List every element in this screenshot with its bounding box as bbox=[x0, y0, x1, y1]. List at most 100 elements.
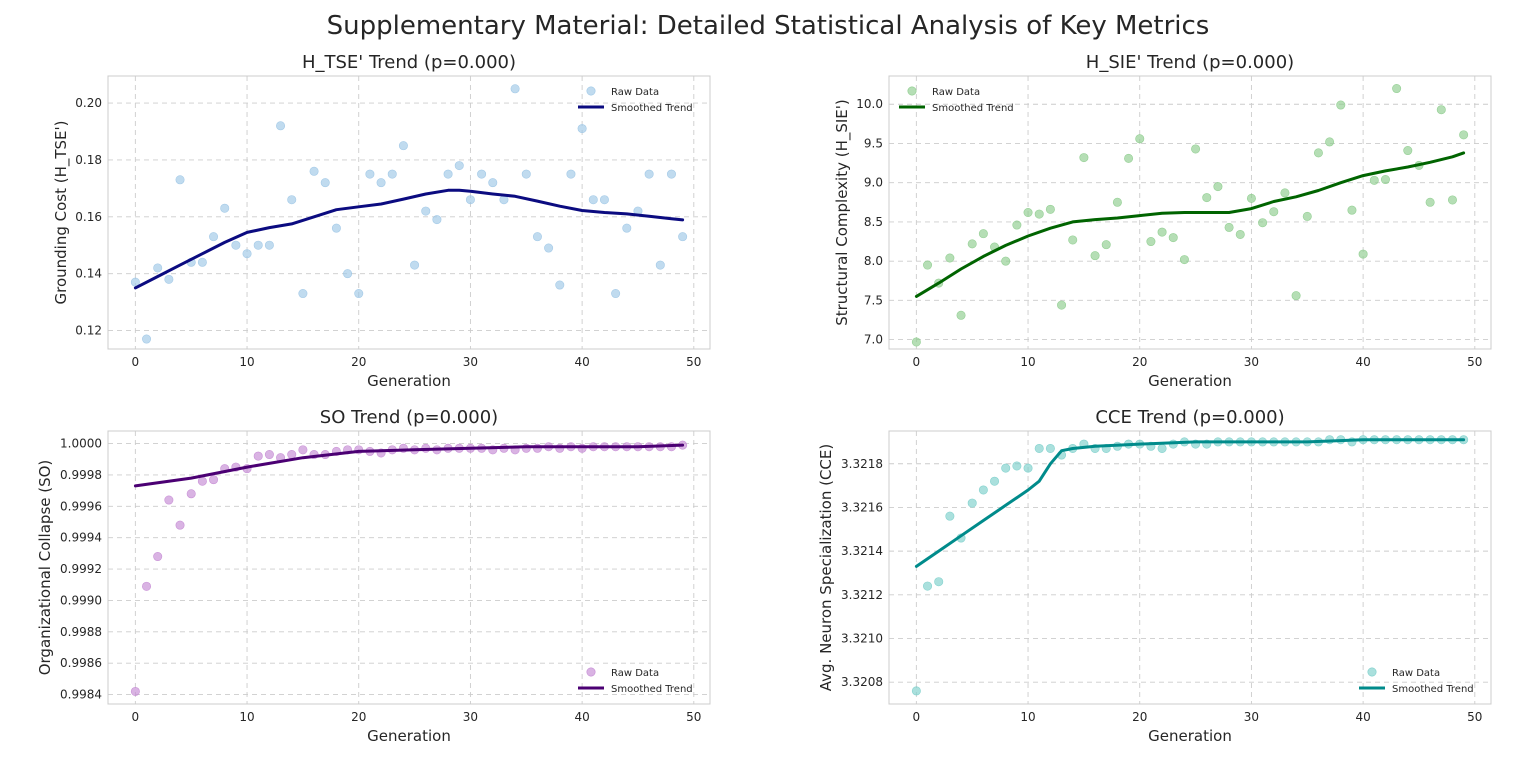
plot-frame bbox=[888, 430, 1492, 705]
legend-marker-raw bbox=[907, 86, 917, 96]
raw-data-point bbox=[510, 84, 520, 94]
raw-data-point bbox=[1459, 130, 1469, 140]
legend-label-trend: Smoothed Trend bbox=[932, 103, 1014, 114]
smoothed-trend-line bbox=[133, 443, 685, 488]
raw-data-point bbox=[287, 450, 297, 460]
y-tick-label: 0.9988 bbox=[60, 625, 102, 639]
raw-data-point bbox=[164, 274, 174, 284]
subplot-h-tse: 0 10 20 30 40 50 0.12 0.14 0.16 0.18 0.20 H_TSE' Tr… bbox=[52, 52, 711, 390]
raw-data-point bbox=[1202, 193, 1212, 203]
legend-label-raw: Raw Data bbox=[611, 87, 659, 98]
raw-data-point bbox=[365, 169, 375, 179]
raw-data-point bbox=[678, 232, 688, 242]
raw-data-point bbox=[477, 169, 487, 179]
raw-data-point bbox=[666, 169, 676, 179]
y-tick-label: 3.3216 bbox=[841, 500, 883, 514]
raw-data-point bbox=[611, 289, 621, 299]
x-axis-label: Generation bbox=[367, 372, 451, 390]
raw-data-point bbox=[967, 239, 977, 249]
y-tick-label: 0.12 bbox=[75, 324, 102, 338]
raw-data-point bbox=[1246, 193, 1256, 203]
raw-data-point bbox=[1045, 443, 1055, 453]
y-tick-label: 3.3218 bbox=[841, 457, 883, 471]
x-tick-label: 20 bbox=[1132, 710, 1147, 724]
raw-data-point bbox=[1012, 461, 1022, 471]
raw-data-point bbox=[1001, 463, 1011, 473]
raw-data-point bbox=[231, 240, 241, 250]
y-tick-label: 7.5 bbox=[864, 293, 883, 307]
x-tick-label: 30 bbox=[463, 355, 478, 369]
y-tick-label: 0.9998 bbox=[60, 468, 102, 482]
raw-data-point bbox=[978, 229, 988, 239]
plot-frame bbox=[107, 430, 711, 705]
raw-data-point bbox=[465, 195, 475, 205]
x-tick-label: 40 bbox=[1355, 355, 1370, 369]
subplot-cce: 0 10 20 30 40 50 3.3208 3.3210 3.3212 3.3214 3.321… bbox=[817, 407, 1492, 745]
smoothed-trend-line bbox=[914, 438, 1466, 568]
raw-data-point bbox=[1168, 233, 1178, 243]
raw-data-point bbox=[1336, 100, 1346, 110]
raw-data-point bbox=[1213, 182, 1223, 192]
raw-data-point bbox=[387, 169, 397, 179]
y-axis-label: Organizational Collapse (SO) bbox=[36, 460, 54, 676]
raw-data-point bbox=[644, 169, 654, 179]
raw-data-point bbox=[566, 169, 576, 179]
x-tick-label: 0 bbox=[913, 355, 921, 369]
figure-title: Supplementary Material: Detailed Statist… bbox=[327, 11, 1210, 41]
x-axis-label: Generation bbox=[1148, 372, 1232, 390]
y-tick-label: 7.0 bbox=[864, 333, 883, 347]
plot-frame bbox=[888, 75, 1492, 350]
y-tick-label: 0.14 bbox=[75, 267, 102, 281]
legend-label-raw: Raw Data bbox=[932, 87, 980, 98]
raw-data-point bbox=[320, 178, 330, 188]
raw-data-point bbox=[1034, 209, 1044, 219]
y-axis-label: Avg. Neuron Specialization (CCE) bbox=[817, 444, 835, 691]
raw-data-point bbox=[164, 495, 174, 505]
raw-data-point bbox=[555, 280, 565, 290]
raw-data-point bbox=[1369, 175, 1379, 185]
raw-data-point bbox=[544, 243, 554, 253]
x-tick-label: 30 bbox=[1244, 355, 1259, 369]
raw-data-point bbox=[209, 232, 219, 242]
legend: Raw Data Smoothed Trend bbox=[578, 86, 693, 114]
raw-data-point bbox=[577, 124, 587, 134]
legend-label-raw: Raw Data bbox=[611, 668, 659, 679]
raw-data-point bbox=[1269, 207, 1279, 217]
y-tick-label: 0.9984 bbox=[60, 688, 102, 702]
raw-data-point bbox=[1291, 291, 1301, 301]
y-tick-label: 8.5 bbox=[864, 215, 883, 229]
raw-data-point bbox=[253, 240, 263, 250]
raw-data-point bbox=[287, 195, 297, 205]
raw-data-point bbox=[934, 577, 944, 587]
legend-label-trend: Smoothed Trend bbox=[1392, 684, 1474, 695]
x-tick-label: 10 bbox=[239, 355, 254, 369]
x-tick-label: 50 bbox=[686, 355, 701, 369]
raw-data-point bbox=[354, 289, 364, 299]
legend-label-trend: Smoothed Trend bbox=[611, 684, 693, 695]
raw-data-point bbox=[911, 686, 921, 696]
raw-data-point bbox=[1425, 197, 1435, 207]
legend-marker-raw bbox=[586, 86, 596, 96]
raw-data-point bbox=[1447, 195, 1457, 205]
raw-data-point bbox=[242, 249, 252, 259]
x-tick-label: 20 bbox=[351, 710, 366, 724]
raw-data-point bbox=[1023, 463, 1033, 473]
raw-data-point bbox=[298, 289, 308, 299]
x-tick-label: 0 bbox=[913, 710, 921, 724]
raw-data-point bbox=[655, 260, 665, 270]
legend-marker-raw bbox=[586, 667, 596, 677]
y-tick-label: 0.9990 bbox=[60, 593, 102, 607]
y-tick-label: 0.9986 bbox=[60, 656, 102, 670]
raw-data-point bbox=[443, 169, 453, 179]
raw-data-point bbox=[376, 178, 386, 188]
legend-label-trend: Smoothed Trend bbox=[611, 103, 693, 114]
raw-data-point bbox=[1068, 235, 1078, 245]
raw-data-point bbox=[331, 223, 341, 233]
raw-data-point bbox=[1001, 256, 1011, 266]
x-axis-label: Generation bbox=[1148, 727, 1232, 745]
raw-data-point bbox=[945, 511, 955, 521]
raw-data-point bbox=[1380, 175, 1390, 185]
raw-data-point bbox=[1403, 146, 1413, 156]
y-tick-label: 1.0000 bbox=[60, 437, 102, 451]
